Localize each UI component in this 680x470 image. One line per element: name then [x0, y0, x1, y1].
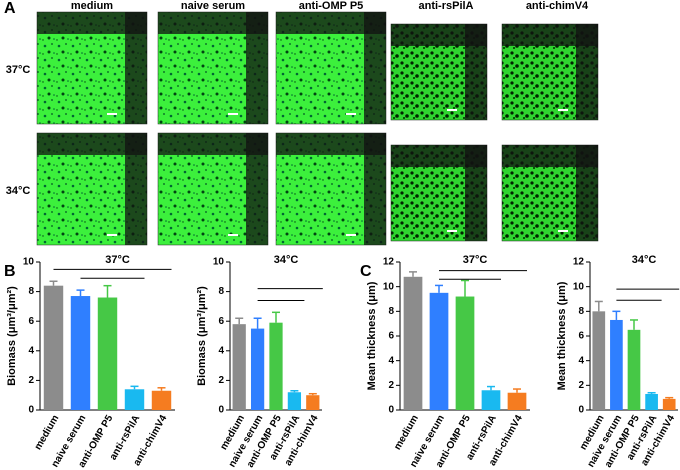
- side-view-right: [246, 12, 268, 124]
- y-tick-label: 6: [28, 316, 34, 327]
- y-tick-label: 10: [383, 281, 395, 292]
- y-axis-label: Mean thickness (μm): [556, 281, 568, 390]
- side-view-right: [465, 145, 487, 241]
- y-tick-label: 8: [218, 286, 224, 297]
- y-tick-label: 10: [573, 281, 585, 292]
- side-view-top: [276, 12, 386, 34]
- bar: [662, 398, 676, 410]
- bar: [627, 329, 641, 410]
- side-view-right: [246, 133, 268, 245]
- side-view-right: [465, 24, 487, 120]
- y-axis-label: Mean thickness (μm): [366, 281, 378, 390]
- side-view-right: [364, 133, 386, 245]
- y-tick-label: 10: [213, 257, 225, 268]
- bar: [507, 392, 527, 410]
- y-tick-label: 4: [578, 355, 584, 366]
- column-header: anti-chimV4: [526, 0, 589, 12]
- side-view-top: [502, 24, 598, 46]
- y-tick-label: 10: [23, 257, 35, 268]
- bar: [455, 296, 475, 410]
- chart-title: 37°C: [463, 254, 488, 266]
- side-view-top: [158, 12, 268, 34]
- y-tick-label: 4: [388, 355, 394, 366]
- y-tick-label: 12: [573, 257, 585, 268]
- side-view-right: [576, 145, 598, 241]
- bar: [306, 395, 320, 410]
- y-tick-label: 2: [388, 380, 394, 391]
- panel-label: A: [4, 0, 16, 17]
- y-tick-label: 12: [383, 257, 395, 268]
- side-view-top: [276, 133, 386, 155]
- y-axis-label: Biomass (μm³/μm²): [6, 286, 18, 386]
- y-tick-label: 0: [28, 405, 34, 416]
- y-tick-label: 2: [218, 375, 224, 386]
- y-tick-label: 8: [388, 306, 394, 317]
- bar: [70, 296, 91, 410]
- chart-title: 37°C: [105, 254, 130, 266]
- side-view-right: [125, 133, 147, 245]
- column-header: anti-OMP P5: [299, 0, 364, 12]
- bar: [403, 276, 423, 410]
- side-view-right: [125, 12, 147, 124]
- bar: [429, 292, 449, 410]
- row-label: 37°C: [6, 64, 31, 76]
- y-tick-label: 0: [218, 405, 224, 416]
- x-tick-label: medium: [33, 413, 62, 452]
- bar: [269, 322, 283, 410]
- side-view-top: [37, 133, 147, 155]
- y-axis-label: Biomass (μm³/μm²): [196, 286, 208, 386]
- y-tick-label: 0: [388, 405, 394, 416]
- side-view-top: [391, 24, 487, 46]
- bar: [610, 319, 623, 410]
- panel-label: B: [4, 263, 16, 280]
- y-tick-label: 6: [388, 331, 394, 342]
- bar: [124, 389, 145, 410]
- bar: [232, 324, 246, 410]
- y-tick-label: 2: [578, 380, 584, 391]
- bar: [645, 393, 658, 410]
- column-header: anti-rsPilA: [418, 0, 473, 12]
- bar: [287, 392, 302, 410]
- side-view-top: [158, 133, 268, 155]
- y-tick-label: 8: [578, 306, 584, 317]
- row-label: 34°C: [6, 185, 31, 197]
- y-tick-label: 6: [578, 331, 584, 342]
- y-tick-label: 4: [218, 345, 224, 356]
- y-tick-label: 0: [578, 405, 584, 416]
- chart-title: 34°C: [632, 254, 657, 266]
- side-view-top: [37, 12, 147, 34]
- side-view-right: [576, 24, 598, 120]
- chart-title: 34°C: [274, 254, 299, 266]
- y-tick-label: 4: [28, 345, 34, 356]
- bar: [250, 328, 265, 410]
- y-tick-label: 8: [28, 286, 34, 297]
- side-view-top: [391, 145, 487, 167]
- y-tick-label: 2: [28, 375, 34, 386]
- bar: [592, 311, 606, 410]
- side-view-top: [502, 145, 598, 167]
- bar: [151, 390, 172, 410]
- bar: [43, 285, 64, 410]
- column-header: medium: [71, 0, 113, 12]
- bar: [97, 297, 118, 410]
- y-tick-label: 6: [218, 316, 224, 327]
- panel-label: C: [360, 263, 372, 280]
- column-header: naive serum: [181, 0, 245, 12]
- x-tick-label: medium: [392, 413, 421, 452]
- bar: [481, 390, 501, 410]
- side-view-right: [364, 12, 386, 124]
